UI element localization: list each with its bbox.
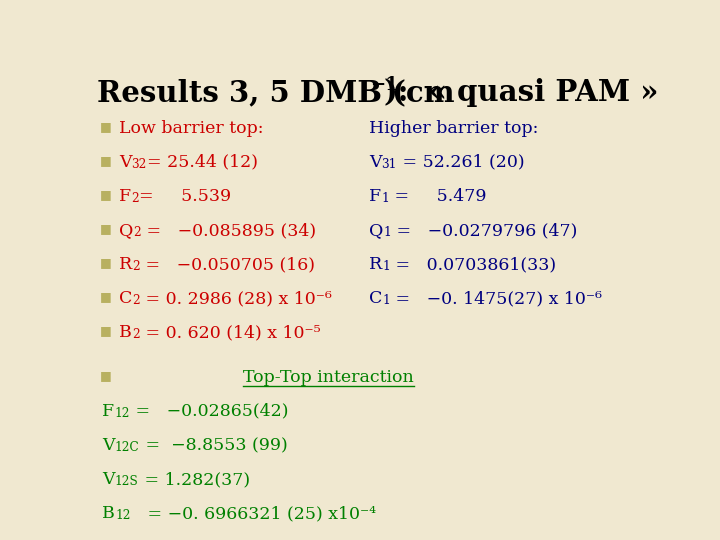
Text: ■: ■ (100, 188, 112, 201)
Text: Results 3, 5 DMB (cm: Results 3, 5 DMB (cm (96, 78, 454, 107)
Text: Top-Top interaction: Top-Top interaction (243, 369, 414, 386)
Text: Q: Q (119, 222, 133, 239)
Text: ■: ■ (100, 120, 112, 133)
Text: Higher barrier top:: Higher barrier top: (369, 120, 539, 137)
Text: ■: ■ (100, 154, 112, 167)
Text: C: C (369, 290, 382, 307)
Text: = 0. 2986 (28) x 10⁻⁶: = 0. 2986 (28) x 10⁻⁶ (140, 290, 332, 307)
Text: ■: ■ (100, 222, 112, 235)
Text: ■: ■ (100, 256, 112, 269)
Text: 12C: 12C (114, 441, 140, 454)
Text: V: V (102, 437, 114, 454)
Text: F: F (119, 188, 131, 205)
Text: 32: 32 (132, 158, 147, 171)
Text: ■: ■ (100, 369, 112, 382)
Text: 2: 2 (132, 328, 140, 341)
Text: 12S: 12S (114, 475, 138, 488)
Text: V: V (369, 154, 382, 171)
Text: V: V (119, 154, 132, 171)
Text: 2: 2 (132, 294, 140, 307)
Text: 2: 2 (133, 226, 141, 239)
Text: = 25.44 (12): = 25.44 (12) (147, 154, 258, 171)
Text: C: C (102, 539, 116, 540)
Text: V: V (102, 471, 114, 488)
Text: C: C (119, 290, 132, 307)
Text: = −0. 244212 (78) x 10⁻⁴: = −0. 244212 (78) x 10⁻⁴ (131, 539, 371, 540)
Text: ■: ■ (100, 290, 112, 303)
Text: =   −0. 1475(27) x 10⁻⁶: = −0. 1475(27) x 10⁻⁶ (390, 290, 602, 307)
Text: =   −0.050705 (16): = −0.050705 (16) (140, 256, 315, 273)
Text: 2: 2 (131, 192, 139, 205)
Text: 1: 1 (382, 260, 390, 273)
Text: R: R (369, 256, 382, 273)
Text: = −0. 6966321 (25) x10⁻⁴: = −0. 6966321 (25) x10⁻⁴ (130, 505, 376, 522)
Text: 1: 1 (381, 192, 389, 205)
Text: Q: Q (369, 222, 383, 239)
Text: 31: 31 (382, 158, 397, 171)
Text: F: F (102, 403, 114, 420)
Text: 12: 12 (115, 509, 130, 522)
Text: Low barrier top:: Low barrier top: (119, 120, 264, 137)
Text: F: F (369, 188, 381, 205)
Text: =  −8.8553 (99): = −8.8553 (99) (140, 437, 287, 454)
Text: =   −0.085895 (34): = −0.085895 (34) (141, 222, 316, 239)
Text: = 0. 620 (14) x 10⁻⁵: = 0. 620 (14) x 10⁻⁵ (140, 324, 320, 341)
Text: B: B (119, 324, 132, 341)
Text: 1: 1 (383, 226, 391, 239)
Text: = 52.261 (20): = 52.261 (20) (397, 154, 524, 171)
Text: B: B (102, 505, 115, 522)
Text: 12: 12 (114, 407, 130, 420)
Text: 1: 1 (382, 294, 390, 307)
Text: = 1.282(37): = 1.282(37) (138, 471, 250, 488)
Text: =   0.0703861(33): = 0.0703861(33) (390, 256, 556, 273)
Text: R: R (119, 256, 132, 273)
Text: =     5.479: = 5.479 (389, 188, 487, 205)
Text: ■: ■ (100, 324, 112, 338)
Text: ):  « quasi PAM »: ): « quasi PAM » (384, 78, 659, 107)
Text: −1: −1 (370, 76, 398, 93)
Text: 2: 2 (132, 260, 140, 273)
Text: =   −0.0279796 (47): = −0.0279796 (47) (391, 222, 577, 239)
Text: =   −0.02865(42): = −0.02865(42) (130, 403, 289, 420)
Text: =     5.539: = 5.539 (139, 188, 231, 205)
